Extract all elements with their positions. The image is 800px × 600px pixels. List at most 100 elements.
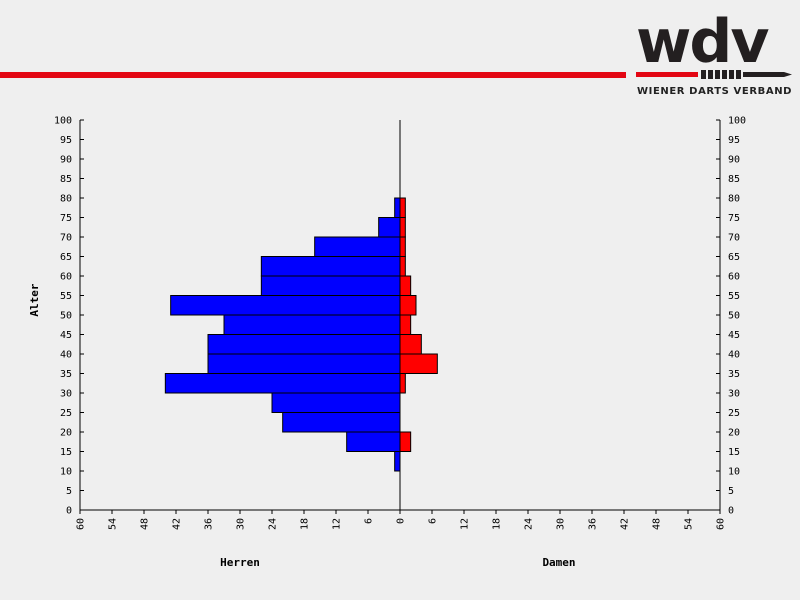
x-tick-label-15: 30	[556, 518, 567, 530]
bar-herren-60	[260, 256, 401, 277]
legend-herren: Herren	[220, 556, 260, 569]
header-red-line	[0, 72, 626, 78]
y-tick-label-right-20: 20	[728, 428, 740, 439]
y-tick-label-right-65: 65	[728, 252, 740, 263]
y-tick-label-right-40: 40	[728, 350, 740, 361]
y-tick-label-left-0: 0	[66, 506, 72, 517]
x-tick-label-5: 30	[236, 518, 247, 530]
y-tick-label-right-60: 60	[728, 272, 740, 283]
y-tick-label-left-40: 40	[60, 350, 72, 361]
bar-damen-50	[399, 295, 417, 316]
y-tick-label-left-35: 35	[60, 369, 72, 380]
y-tick-label-right-100: 100	[728, 116, 746, 127]
x-tick-label-6: 24	[268, 518, 279, 530]
x-tick-label-16: 36	[588, 518, 599, 530]
bar-herren-35	[207, 353, 401, 374]
bar-herren-70	[378, 217, 401, 238]
y-tick-label-left-90: 90	[60, 155, 72, 166]
x-tick-label-17: 42	[620, 518, 631, 530]
x-tick-label-2: 48	[140, 518, 151, 530]
x-tick-label-4: 36	[204, 518, 215, 530]
logo-tagline: WIENER DARTS VERBAND	[637, 86, 793, 97]
x-tick-label-20: 60	[716, 518, 727, 530]
bar-herren-65	[314, 236, 401, 257]
y-tick-label-left-60: 60	[60, 272, 72, 283]
bar-damen-60	[399, 256, 406, 277]
y-tick-label-left-80: 80	[60, 194, 72, 205]
x-tick-label-3: 42	[172, 518, 183, 530]
x-tick-label-9: 6	[364, 518, 375, 524]
bar-damen-65	[399, 236, 406, 257]
x-tick-label-1: 54	[108, 518, 119, 530]
bar-herren-75	[394, 197, 401, 218]
y-tick-label-right-90: 90	[728, 155, 740, 166]
y-tick-label-left-70: 70	[60, 233, 72, 244]
bar-damen-70	[399, 217, 406, 238]
y-tick-label-left-20: 20	[60, 428, 72, 439]
bar-herren-30	[164, 373, 401, 394]
y-tick-label-left-30: 30	[60, 389, 72, 400]
y-tick-label-right-80: 80	[728, 194, 740, 205]
wdv-logo: wdv	[636, 7, 792, 79]
bar-herren-45	[223, 314, 401, 335]
y-tick-label-right-70: 70	[728, 233, 740, 244]
bar-herren-10	[394, 451, 401, 472]
y-tick-label-right-10: 10	[728, 467, 740, 478]
logo-red-bar	[636, 72, 698, 77]
bar-damen-40	[399, 334, 422, 355]
bar-damen-15	[399, 431, 412, 452]
y-tick-label-right-95: 95	[728, 135, 740, 146]
y-tick-label-left-25: 25	[60, 408, 72, 419]
x-tick-label-7: 18	[300, 518, 311, 530]
y-tick-label-right-30: 30	[728, 389, 740, 400]
y-tick-label-left-5: 5	[66, 486, 72, 497]
x-tick-label-18: 48	[652, 518, 663, 530]
bar-herren-40	[207, 334, 401, 355]
y-tick-label-left-45: 45	[60, 330, 72, 341]
bar-damen-30	[399, 373, 406, 394]
y-tick-label-right-5: 5	[728, 486, 734, 497]
bar-herren-55	[260, 275, 401, 296]
y-tick-label-left-50: 50	[60, 311, 72, 322]
legend-damen: Damen	[542, 556, 575, 569]
bar-damen-75	[399, 197, 406, 218]
y-tick-label-left-100: 100	[54, 116, 72, 127]
y-tick-label-right-50: 50	[728, 311, 740, 322]
y-tick-label-left-15: 15	[60, 447, 72, 458]
y-tick-label-left-85: 85	[60, 174, 72, 185]
x-tick-label-8: 12	[332, 518, 343, 530]
y-tick-label-left-95: 95	[60, 135, 72, 146]
y-tick-label-right-85: 85	[728, 174, 740, 185]
bar-herren-50	[170, 295, 401, 316]
logo-wordmark: wdv	[636, 7, 769, 77]
y-axis-title: Alter	[28, 283, 41, 316]
dart-icon	[743, 72, 792, 77]
bar-herren-20	[282, 412, 401, 433]
y-tick-label-right-55: 55	[728, 291, 740, 302]
x-tick-label-10: 0	[396, 518, 407, 524]
y-tick-label-left-65: 65	[60, 252, 72, 263]
x-tick-label-13: 18	[492, 518, 503, 530]
bar-herren-25	[271, 392, 401, 413]
bar-damen-55	[399, 275, 412, 296]
y-tick-label-right-35: 35	[728, 369, 740, 380]
y-tick-label-right-45: 45	[728, 330, 740, 341]
y-tick-label-right-15: 15	[728, 447, 740, 458]
x-tick-label-11: 6	[428, 518, 439, 524]
y-tick-label-left-75: 75	[60, 213, 72, 224]
y-tick-label-left-55: 55	[60, 291, 72, 302]
y-tick-label-left-10: 10	[60, 467, 72, 478]
x-tick-label-19: 54	[684, 518, 695, 530]
x-tick-label-14: 24	[524, 518, 535, 530]
y-tick-label-right-25: 25	[728, 408, 740, 419]
y-tick-label-right-75: 75	[728, 213, 740, 224]
bar-damen-35	[399, 353, 438, 374]
bars-group	[164, 197, 438, 472]
y-tick-label-right-0: 0	[728, 506, 734, 517]
bar-damen-45	[399, 314, 412, 335]
x-tick-label-12: 12	[460, 518, 471, 530]
bar-herren-15	[346, 431, 401, 452]
x-tick-label-0: 60	[76, 518, 87, 530]
